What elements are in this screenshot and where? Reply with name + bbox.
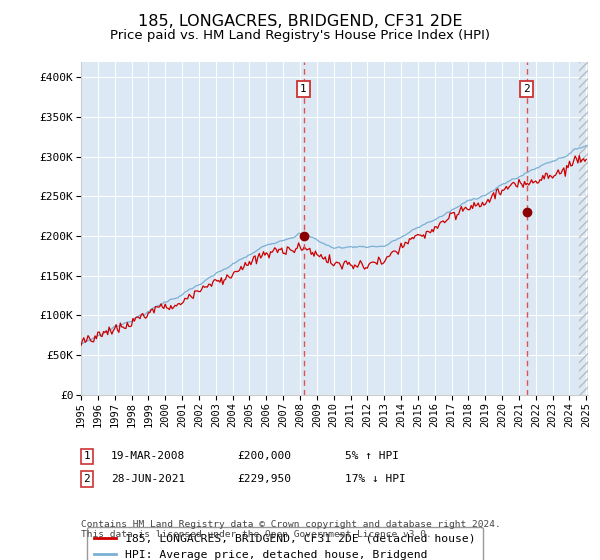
Text: 17% ↓ HPI: 17% ↓ HPI: [345, 474, 406, 484]
Text: 2: 2: [523, 85, 530, 95]
Text: 5% ↑ HPI: 5% ↑ HPI: [345, 451, 399, 461]
Text: 185, LONGACRES, BRIDGEND, CF31 2DE: 185, LONGACRES, BRIDGEND, CF31 2DE: [138, 14, 462, 29]
Text: £229,950: £229,950: [237, 474, 291, 484]
Text: Contains HM Land Registry data © Crown copyright and database right 2024.
This d: Contains HM Land Registry data © Crown c…: [81, 520, 501, 539]
Bar: [304, 62, 527, 395]
Text: £200,000: £200,000: [237, 451, 291, 461]
Text: 28-JUN-2021: 28-JUN-2021: [111, 474, 185, 484]
Text: 1: 1: [83, 451, 91, 461]
Text: 19-MAR-2008: 19-MAR-2008: [111, 451, 185, 461]
Text: 1: 1: [300, 85, 307, 95]
Legend: 185, LONGACRES, BRIDGEND, CF31 2DE (detached house), HPI: Average price, detache: 185, LONGACRES, BRIDGEND, CF31 2DE (deta…: [86, 527, 483, 560]
Text: 2: 2: [83, 474, 91, 484]
Bar: [579, 62, 587, 395]
Text: Price paid vs. HM Land Registry's House Price Index (HPI): Price paid vs. HM Land Registry's House …: [110, 29, 490, 42]
